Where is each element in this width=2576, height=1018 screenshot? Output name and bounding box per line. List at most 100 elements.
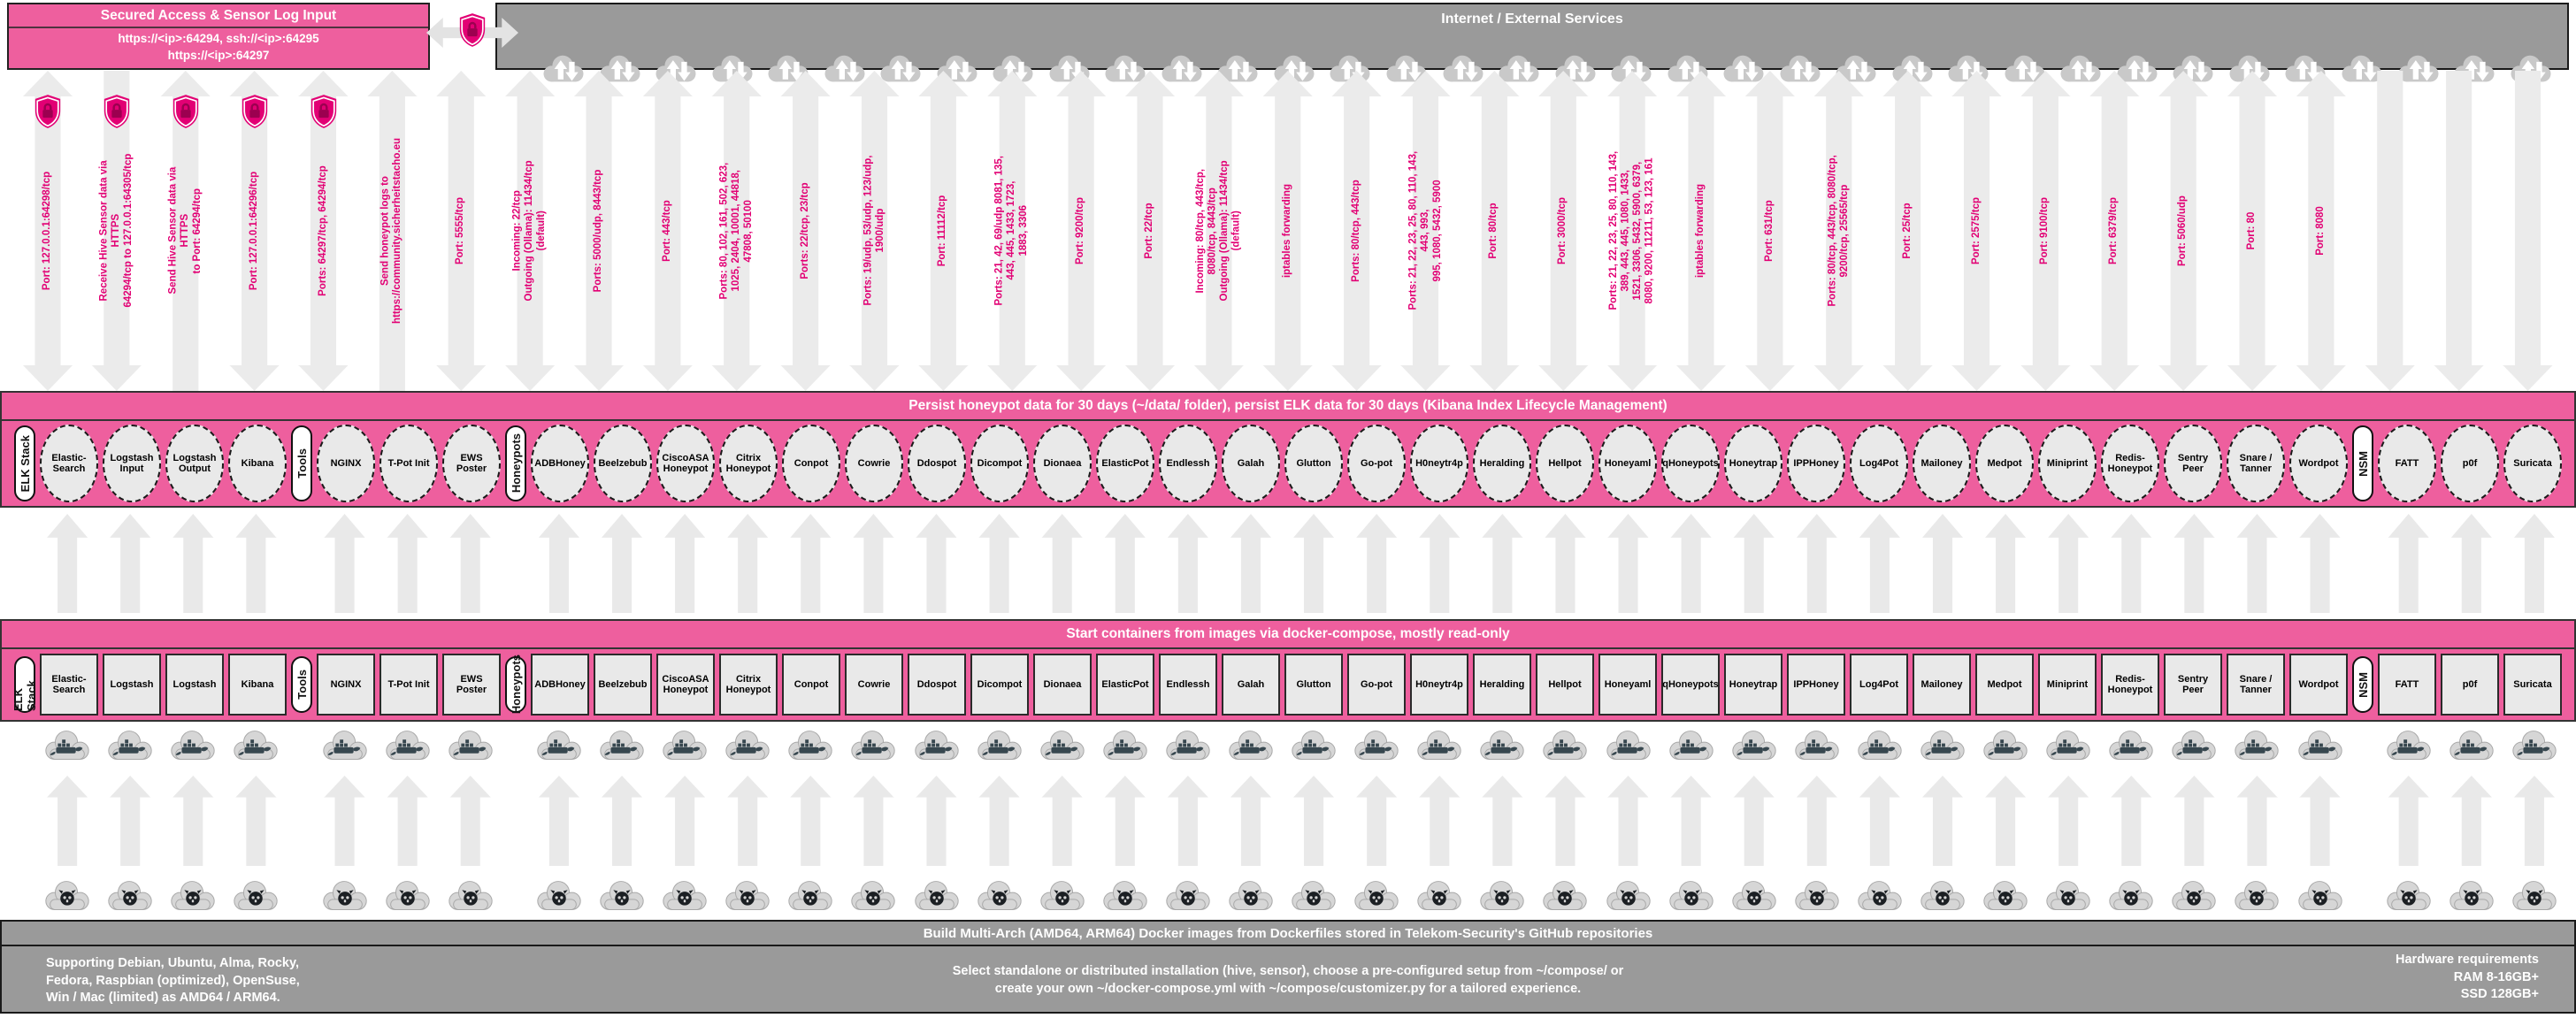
up-arrow bbox=[727, 514, 769, 613]
column-cell: Dionaea bbox=[1033, 425, 1092, 502]
image-box: Redis-Honeypot bbox=[2101, 654, 2159, 716]
up-arrow bbox=[978, 776, 1020, 866]
up-arrow bbox=[2236, 776, 2278, 866]
service-ellipse: qHoneypots bbox=[1661, 425, 1720, 502]
column-cell bbox=[226, 876, 285, 915]
column-cell: Glutton bbox=[1284, 654, 1343, 716]
column-cell bbox=[656, 876, 714, 915]
docker-cloud-icon bbox=[230, 726, 281, 765]
column-cell: Conpot bbox=[782, 654, 840, 716]
port-arrow-label: Port: 631/tcp bbox=[1764, 200, 1775, 262]
build-bar: Build Multi-Arch (AMD64, ARM64) Docker i… bbox=[0, 920, 2576, 946]
service-ellipse: Heralding bbox=[1473, 425, 1531, 502]
column-cell bbox=[441, 876, 500, 915]
column-cell: Kibana bbox=[228, 425, 287, 502]
port-arrow: Port: 22/tcp bbox=[1125, 71, 1175, 391]
docker-cloud-icon bbox=[1791, 726, 1843, 765]
column-cell: FATT bbox=[2378, 654, 2436, 716]
port-arrow: iptables forwarding bbox=[1676, 71, 1726, 391]
port-arrow: Port: 6379/tcp bbox=[2089, 71, 2140, 391]
up-arrow bbox=[853, 514, 894, 613]
port-arrow-label: Port: 9100/tcp bbox=[2039, 196, 2051, 265]
column-cell bbox=[1536, 776, 1594, 866]
image-box: Logstash bbox=[165, 654, 224, 716]
up-arrow bbox=[2450, 514, 2492, 613]
column-cell bbox=[38, 514, 96, 613]
column-cell bbox=[379, 726, 437, 765]
column-cell bbox=[2102, 726, 2160, 765]
image-box: Elastic-Search bbox=[40, 654, 98, 716]
up-arrow bbox=[2111, 776, 2152, 866]
image-box: NGINX bbox=[317, 654, 375, 716]
port-arrow-label: Port: 8080 bbox=[2315, 206, 2327, 256]
group-label: Honeypots bbox=[509, 433, 523, 494]
column-cell bbox=[1725, 726, 1783, 765]
github-cloud-icon bbox=[1100, 876, 1151, 915]
port-arrow-label: Port: 6379/tcp bbox=[2108, 196, 2120, 265]
github-cloud-icon bbox=[2043, 876, 2094, 915]
up-arrow bbox=[1796, 776, 1837, 866]
column-cell bbox=[1662, 514, 1721, 613]
column-cell: FATT bbox=[2378, 425, 2436, 502]
port-arrow-label: Port: 9200/tcp bbox=[1075, 196, 1086, 265]
column-cell bbox=[908, 776, 966, 866]
column-cell: Galah bbox=[1222, 425, 1280, 502]
up-arrow bbox=[2513, 514, 2555, 613]
up-arrow bbox=[2388, 514, 2429, 613]
image-box: Conpot bbox=[782, 654, 840, 716]
column-cell bbox=[1913, 876, 1972, 915]
port-arrow-label: Port: 5060/udp bbox=[2177, 195, 2189, 266]
cloud-updown-icon bbox=[1889, 52, 1936, 86]
column-cell bbox=[1851, 876, 1909, 915]
github-cloud-icon bbox=[1476, 876, 1528, 915]
docker-cloud-icon bbox=[2509, 726, 2560, 765]
column-cell bbox=[1033, 876, 1092, 915]
up-arrow bbox=[235, 514, 277, 613]
column-cell bbox=[2165, 876, 2223, 915]
column-cell: Ddospot bbox=[908, 425, 966, 502]
column-cell bbox=[1410, 726, 1468, 765]
column-cell bbox=[1662, 876, 1721, 915]
group-label: NSM bbox=[2356, 450, 2370, 477]
docker-clouds-row bbox=[0, 722, 2576, 769]
column-cell: ADBHoney bbox=[531, 654, 589, 716]
service-ellipse: NGINX bbox=[317, 425, 375, 502]
column-cell bbox=[1159, 726, 1217, 765]
cloud-updown-icon bbox=[1944, 52, 1992, 86]
column-cell: Mailoney bbox=[1913, 425, 1971, 502]
column-cell bbox=[226, 776, 285, 866]
github-cloud-icon bbox=[911, 876, 962, 915]
up-arrow bbox=[1419, 514, 1460, 613]
column-cell bbox=[1788, 726, 1846, 765]
port-arrow-label: Ports: 5000/udp, 8443/tcp bbox=[593, 169, 604, 293]
up-arrow bbox=[324, 776, 365, 866]
column-cell: Honeyaml bbox=[1598, 425, 1657, 502]
docker-cloud-icon bbox=[445, 726, 496, 765]
docker-cloud-icon bbox=[1539, 726, 1591, 765]
docker-cloud-icon bbox=[382, 726, 433, 765]
port-arrow-label: iptables forwarding bbox=[1281, 183, 1292, 279]
column-cell: Wordpot bbox=[2289, 654, 2348, 716]
image-box: Ddospot bbox=[908, 654, 966, 716]
up-arrow bbox=[1607, 776, 1649, 866]
column-cell bbox=[1725, 776, 1783, 866]
compose-bar: Start containers from images via docker-… bbox=[0, 619, 2576, 649]
column-cell bbox=[1788, 876, 1846, 915]
up-arrow bbox=[1167, 514, 1208, 613]
service-ellipse: H0neytr4p bbox=[1410, 425, 1468, 502]
secured-access-title: Secured Access & Sensor Log Input bbox=[9, 4, 428, 28]
image-box: Miniprint bbox=[2038, 654, 2097, 716]
docker-cloud-icon bbox=[785, 726, 836, 765]
up-arrow bbox=[1356, 776, 1398, 866]
column-cell bbox=[2165, 514, 2223, 613]
up-arrow bbox=[978, 514, 1020, 613]
column-cell bbox=[2442, 514, 2501, 613]
column-cell: Cowrie bbox=[845, 425, 903, 502]
docker-cloud-icon bbox=[2231, 726, 2282, 765]
port-arrow-label: Ports: 80/tcp, 443/tcp bbox=[1350, 180, 1361, 282]
column-cell bbox=[2505, 726, 2564, 765]
column-cell bbox=[1976, 776, 2035, 866]
image-box: Endlessh bbox=[1159, 654, 1217, 716]
group-label: Tools bbox=[295, 670, 309, 700]
port-arrow-label: Ports: 19/udp, 53/udp, 123/udp, 1900/udp bbox=[862, 156, 886, 306]
